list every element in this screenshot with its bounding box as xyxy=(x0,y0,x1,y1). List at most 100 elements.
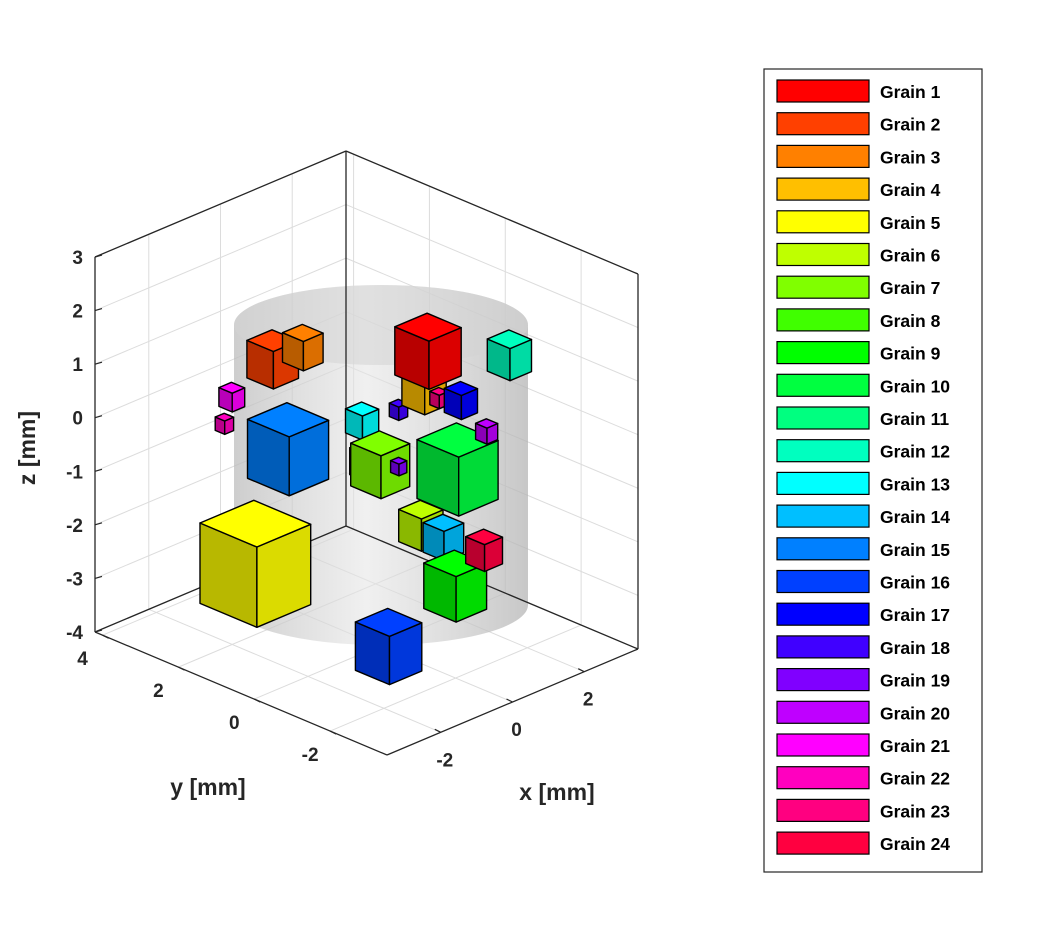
grain-face-top xyxy=(246,402,330,438)
axis-edge-1 xyxy=(94,631,388,756)
legend-swatch xyxy=(776,569,870,594)
grain-cube-20 xyxy=(474,418,499,445)
grain-cube-22 xyxy=(214,412,235,436)
grain-face-top xyxy=(199,499,312,548)
legend-swatch xyxy=(776,439,870,463)
legend-swatch xyxy=(776,373,870,397)
grain-face-top xyxy=(394,312,462,342)
legend-entry-22: Grain 22 xyxy=(776,766,950,790)
legend-swatch xyxy=(776,177,870,201)
axis-edge-2 xyxy=(345,525,639,650)
legend-entry-9: Grain 9 xyxy=(776,341,941,365)
legend-entry-24: Grain 24 xyxy=(776,831,950,855)
grain-face-top xyxy=(218,381,246,394)
legend-swatch xyxy=(776,406,870,430)
legend-entry-21: Grain 21 xyxy=(776,733,950,757)
grain-face-top xyxy=(344,401,380,417)
axis-edge-8 xyxy=(345,150,639,275)
grain-cube-9 xyxy=(423,549,488,623)
axis-edge-7 xyxy=(94,150,347,258)
legend-label: Grain 9 xyxy=(880,344,941,364)
x-tick-label-2: 2 xyxy=(583,690,594,711)
grain-face-top xyxy=(422,513,465,533)
legend-swatch xyxy=(776,471,870,495)
legend-label: Grain 7 xyxy=(880,278,940,298)
legend-label: Grain 11 xyxy=(880,409,949,429)
legend-swatch xyxy=(776,79,870,103)
grain-cube-19 xyxy=(389,456,408,477)
legend-entry-3: Grain 3 xyxy=(776,144,941,168)
y-tick-label-1: 2 xyxy=(153,681,164,702)
x-tick-labels: -2 0 2 xyxy=(434,668,594,771)
legend-label: Grain 14 xyxy=(880,507,950,527)
legend-label: Grain 5 xyxy=(880,213,941,233)
y-tick-mark-2 xyxy=(254,698,261,703)
z-tick-label-3: 0 xyxy=(72,409,83,430)
legend-entry-8: Grain 8 xyxy=(776,308,941,332)
z-tick-label-0: 3 xyxy=(72,248,83,269)
y-tick-mark-3 xyxy=(329,730,337,735)
grain-face-top xyxy=(354,607,423,638)
z-tick-label-1: 2 xyxy=(72,302,83,323)
legend-swatch xyxy=(776,667,870,692)
z-tick-mark-1 xyxy=(94,307,103,312)
axes-box xyxy=(94,150,639,756)
legend-entry-18: Grain 18 xyxy=(776,635,950,659)
grain-face-top xyxy=(389,456,408,465)
z-tick-label-2: 1 xyxy=(72,355,83,376)
grain-cube-2 xyxy=(246,329,300,390)
x-axis-label: x [mm] xyxy=(519,779,594,805)
grain-face-top xyxy=(214,412,235,422)
legend-swatch xyxy=(776,308,870,332)
legend-entry-4: Grain 4 xyxy=(776,177,941,201)
y-tick-mark-1 xyxy=(178,666,185,671)
legend-label: Grain 10 xyxy=(880,376,950,396)
grain-cube-15 xyxy=(246,402,330,497)
legend-entry-13: Grain 13 xyxy=(776,471,950,495)
legend-swatch xyxy=(776,700,870,724)
z-axis-label: z [mm] xyxy=(14,411,40,485)
grain-face-top xyxy=(486,329,533,350)
grain-face-top xyxy=(465,528,504,546)
grain-cube-5 xyxy=(199,499,312,628)
legend-label: Grain 16 xyxy=(880,573,950,593)
z-tick-mark-5 xyxy=(94,522,103,526)
legend-entry-20: Grain 20 xyxy=(776,700,950,724)
legend-label: Grain 22 xyxy=(880,769,950,789)
grain-face-top xyxy=(474,418,499,429)
z-tick-label-5: -2 xyxy=(66,516,83,537)
grain-cube-24 xyxy=(465,528,504,573)
y-tick-mark-0 xyxy=(102,634,109,639)
legend-entry-10: Grain 10 xyxy=(776,373,950,397)
y-axis-label: y [mm] xyxy=(170,774,245,800)
z-tick-labels: 3 2 1 0 -1 -2 -3 -4 xyxy=(66,248,103,644)
z-tick-mark-7 xyxy=(94,629,103,633)
legend-label: Grain 1 xyxy=(880,82,941,102)
legend-label: Grain 24 xyxy=(880,834,950,854)
y-tick-label-0: 4 xyxy=(77,649,88,670)
legend-swatch xyxy=(776,733,870,757)
z-tick-mark-0 xyxy=(94,254,103,258)
grain-face-top xyxy=(281,323,324,343)
legend-entry-5: Grain 5 xyxy=(776,210,941,234)
x-tick-mark-0 xyxy=(434,728,442,733)
grain-cube-12 xyxy=(486,329,533,382)
grain-cubes xyxy=(199,312,533,686)
grid-z-side-1 xyxy=(345,204,639,329)
legend-swatch xyxy=(776,112,870,136)
grain-cube-17 xyxy=(443,380,479,421)
grain-cube-1 xyxy=(394,312,462,391)
x-tick-label-1: 0 xyxy=(511,720,522,741)
grain-cube-16 xyxy=(354,607,423,686)
legend-label: Grain 13 xyxy=(880,474,950,494)
grain-cube-10 xyxy=(416,422,499,517)
z-tick-label-7: -4 xyxy=(66,623,83,644)
grain-cube-18 xyxy=(388,398,409,422)
legend-label: Grain 3 xyxy=(880,147,941,167)
grain-face-top xyxy=(350,430,411,457)
legend-entry-1: Grain 1 xyxy=(776,79,941,103)
legend-label: Grain 15 xyxy=(880,540,950,560)
legend-swatch xyxy=(776,798,870,823)
legend-swatch xyxy=(776,602,870,626)
